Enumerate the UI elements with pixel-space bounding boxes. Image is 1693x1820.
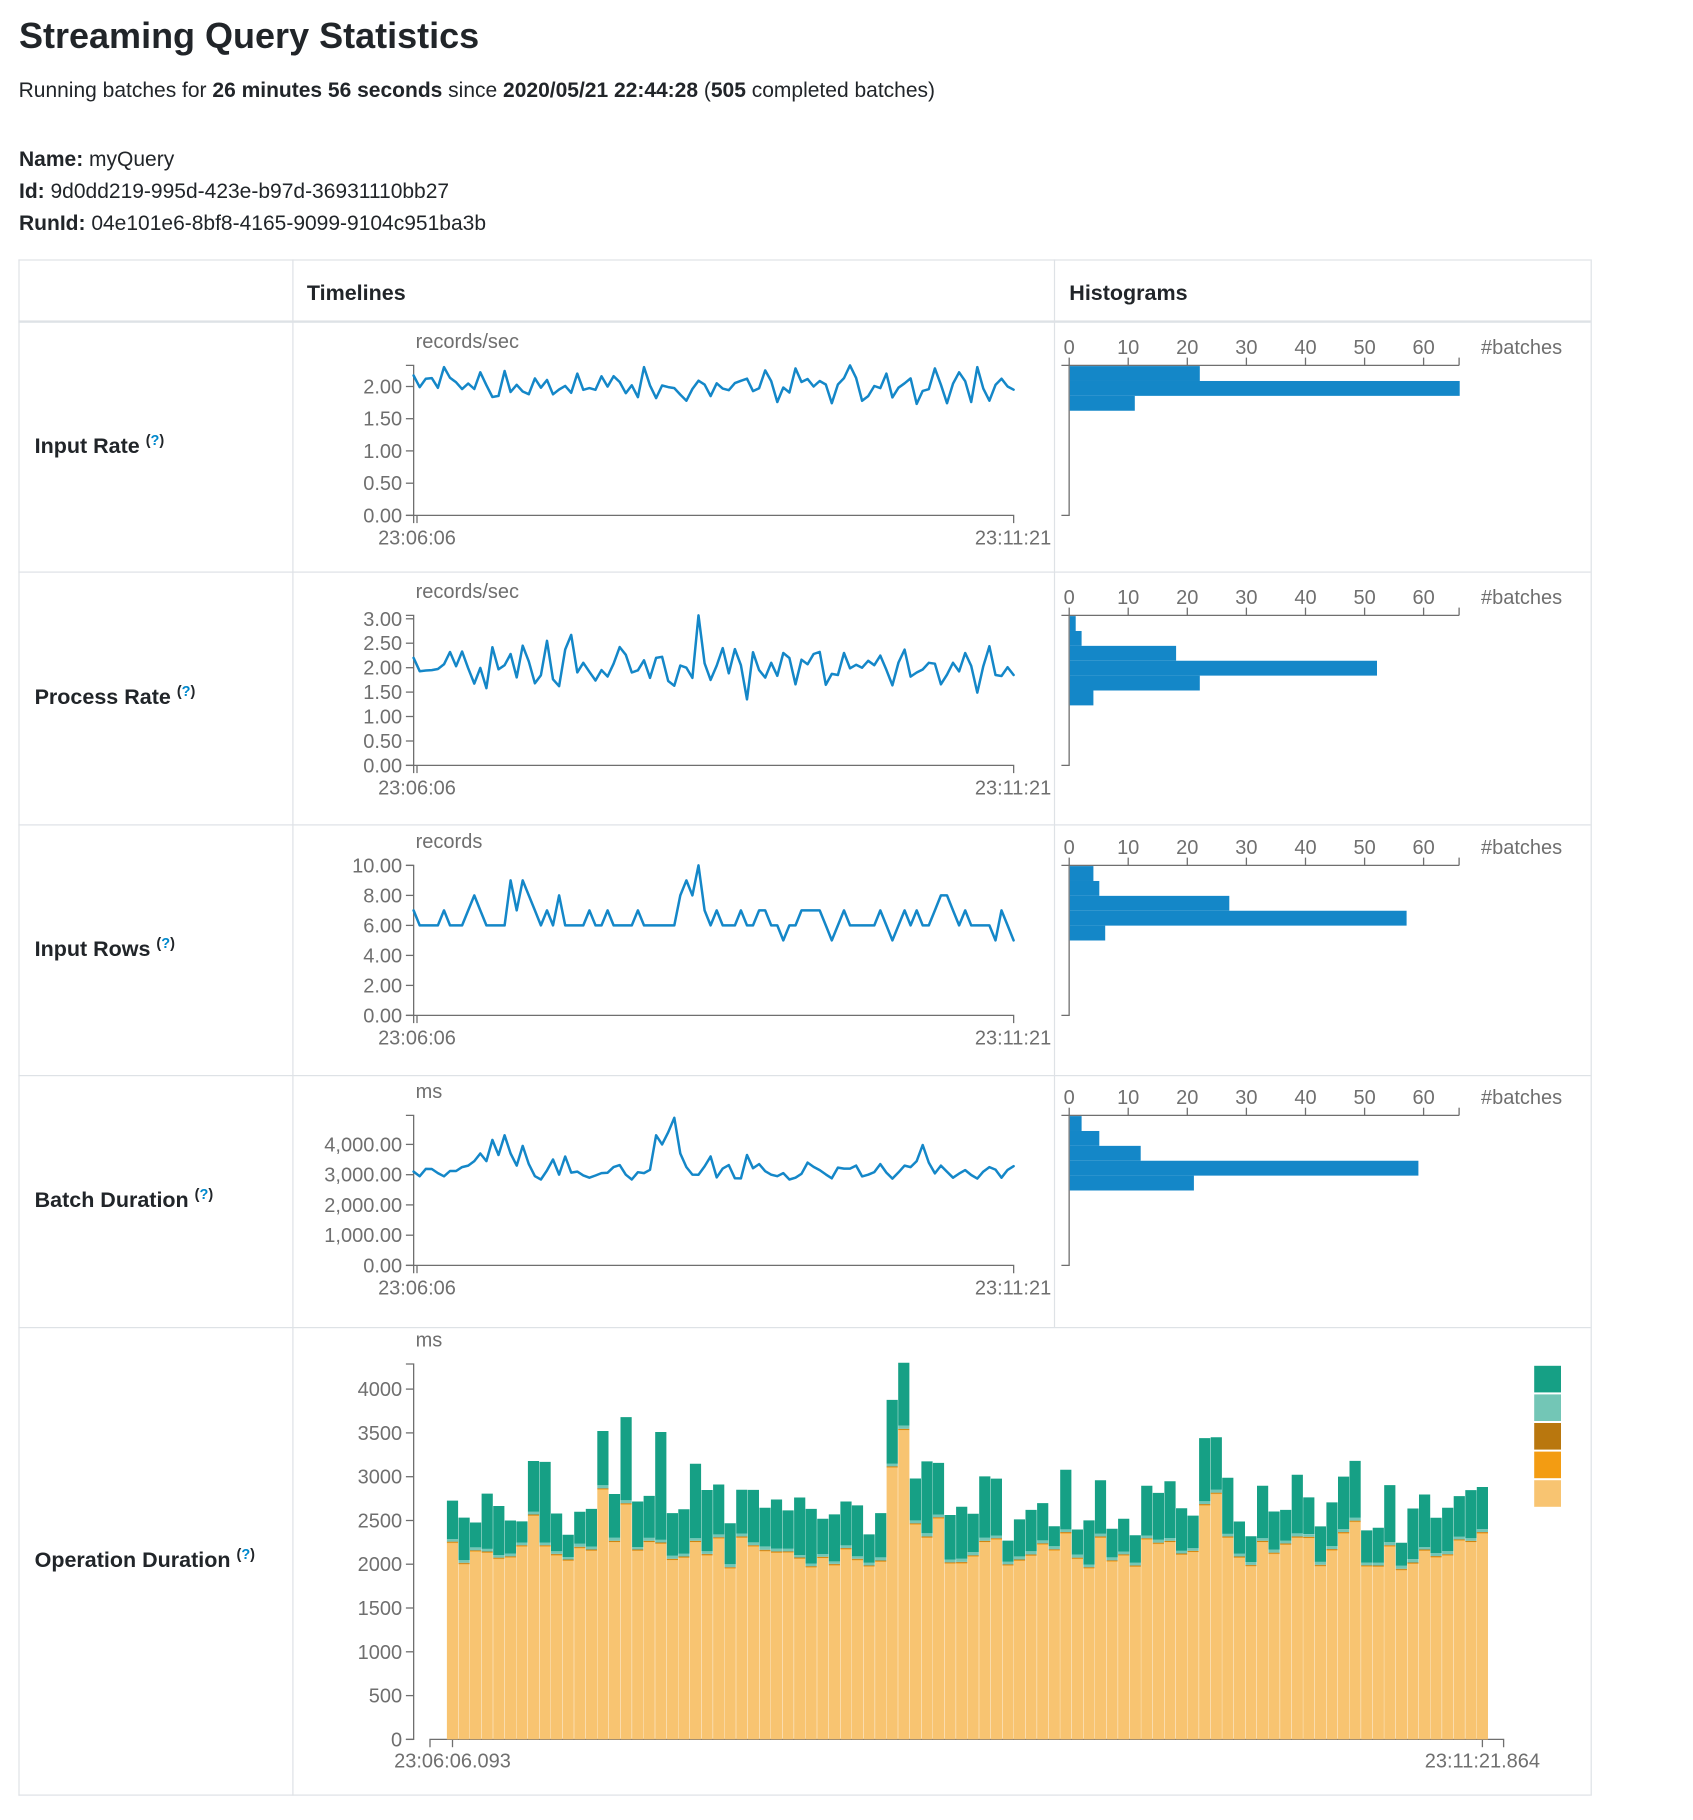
svg-text:23:06:06: 23:06:06 (378, 777, 456, 799)
svg-text:0: 0 (391, 1729, 402, 1751)
svg-text:23:11:21: 23:11:21 (975, 527, 1051, 549)
svg-text:20: 20 (1176, 587, 1198, 609)
svg-text:1.50: 1.50 (363, 682, 402, 704)
svg-text:20: 20 (1176, 837, 1198, 859)
svg-text:10: 10 (1117, 837, 1139, 859)
svg-text:3500: 3500 (358, 1423, 403, 1445)
svg-text:23:11:21: 23:11:21 (975, 777, 1051, 799)
svg-text:1.00: 1.00 (363, 441, 402, 463)
svg-text:1000: 1000 (358, 1642, 403, 1664)
svg-text:40: 40 (1294, 1087, 1316, 1109)
svg-text:23:06:06: 23:06:06 (378, 527, 456, 549)
svg-text:23:11:21: 23:11:21 (975, 1027, 1051, 1049)
svg-text:4,000.00: 4,000.00 (324, 1134, 402, 1156)
svg-text:2500: 2500 (358, 1511, 403, 1533)
svg-text:0: 0 (1064, 337, 1075, 359)
svg-text:40: 40 (1294, 837, 1316, 859)
svg-text:23:06:06.093: 23:06:06.093 (394, 1751, 511, 1773)
svg-text:500: 500 (369, 1686, 402, 1708)
svg-text:23:06:06: 23:06:06 (378, 1277, 456, 1299)
svg-text:2000: 2000 (358, 1554, 403, 1576)
svg-text:20: 20 (1176, 337, 1198, 359)
svg-text:3000: 3000 (358, 1467, 403, 1489)
svg-text:records: records (416, 831, 483, 853)
svg-text:0: 0 (1064, 587, 1075, 609)
svg-text:#batches: #batches (1481, 587, 1562, 609)
svg-text:0.50: 0.50 (363, 731, 402, 753)
svg-text:2.00: 2.00 (363, 975, 402, 997)
svg-text:2,000.00: 2,000.00 (324, 1195, 402, 1217)
svg-text:8.00: 8.00 (363, 885, 402, 907)
svg-text:60: 60 (1412, 837, 1434, 859)
svg-text:40: 40 (1294, 587, 1316, 609)
svg-text:1500: 1500 (358, 1598, 403, 1620)
svg-text:1.00: 1.00 (363, 707, 402, 729)
svg-text:0.00: 0.00 (363, 1005, 402, 1027)
svg-text:60: 60 (1412, 1087, 1434, 1109)
svg-text:30: 30 (1235, 337, 1257, 359)
svg-text:10: 10 (1117, 1087, 1139, 1109)
svg-text:40: 40 (1294, 337, 1316, 359)
svg-text:30: 30 (1235, 1087, 1257, 1109)
svg-text:records/sec: records/sec (416, 331, 519, 353)
svg-text:50: 50 (1353, 337, 1375, 359)
svg-text:50: 50 (1353, 837, 1375, 859)
svg-text:60: 60 (1412, 587, 1434, 609)
svg-text:3,000.00: 3,000.00 (324, 1165, 402, 1187)
svg-text:0: 0 (1064, 837, 1075, 859)
svg-text:0.00: 0.00 (363, 1255, 402, 1277)
svg-text:30: 30 (1235, 837, 1257, 859)
svg-text:10: 10 (1117, 337, 1139, 359)
svg-text:records/sec: records/sec (416, 581, 519, 603)
svg-text:#batches: #batches (1481, 837, 1562, 859)
svg-text:2.00: 2.00 (363, 377, 402, 399)
svg-text:60: 60 (1412, 337, 1434, 359)
svg-text:23:11:21: 23:11:21 (975, 1277, 1051, 1299)
svg-text:23:11:21.864: 23:11:21.864 (1425, 1751, 1540, 1773)
svg-text:50: 50 (1353, 587, 1375, 609)
svg-text:10.00: 10.00 (352, 855, 402, 877)
svg-text:23:06:06: 23:06:06 (378, 1027, 456, 1049)
svg-text:0: 0 (1064, 1087, 1075, 1109)
svg-text:4000: 4000 (358, 1379, 403, 1401)
svg-text:50: 50 (1353, 1087, 1375, 1109)
svg-text:0.50: 0.50 (363, 473, 402, 495)
svg-text:ms: ms (416, 1330, 443, 1352)
svg-text:#batches: #batches (1481, 337, 1562, 359)
svg-text:10: 10 (1117, 587, 1139, 609)
svg-text:3.00: 3.00 (363, 609, 402, 631)
svg-text:4.00: 4.00 (363, 945, 402, 967)
svg-text:2.00: 2.00 (363, 658, 402, 680)
svg-text:20: 20 (1176, 1087, 1198, 1109)
svg-text:6.00: 6.00 (363, 915, 402, 937)
svg-text:#batches: #batches (1481, 1087, 1562, 1109)
svg-text:ms: ms (416, 1081, 443, 1103)
svg-text:1.50: 1.50 (363, 409, 402, 431)
svg-text:0.00: 0.00 (363, 505, 402, 527)
svg-text:1,000.00: 1,000.00 (324, 1225, 402, 1247)
svg-text:30: 30 (1235, 587, 1257, 609)
svg-text:2.50: 2.50 (363, 633, 402, 655)
svg-text:0.00: 0.00 (363, 755, 402, 777)
